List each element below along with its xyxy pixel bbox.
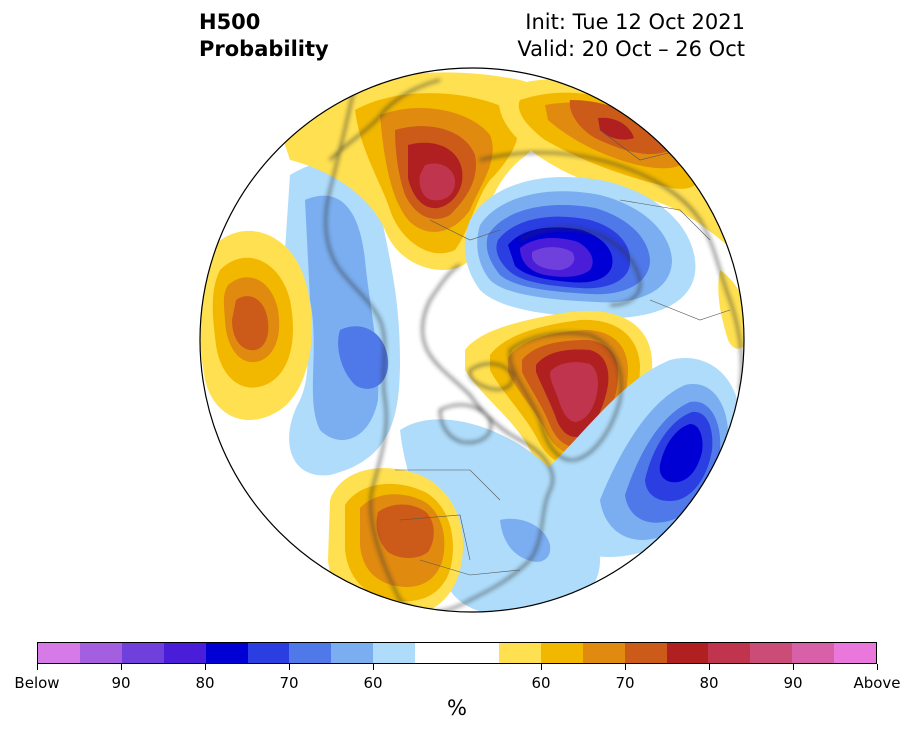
colorbar-tick — [708, 664, 710, 670]
colorbar-above-seg-0 — [498, 643, 541, 663]
colorbar-tick — [36, 664, 38, 670]
title-product: Probability — [199, 37, 329, 61]
colorbar-neutral-seg — [415, 643, 499, 663]
colorbar-tick-label: Above — [853, 674, 901, 692]
colorbar-below-seg-0 — [38, 643, 80, 663]
colorbar-above-seg-1 — [540, 643, 583, 663]
anomaly-north-pacific — [200, 230, 312, 420]
colorbar-tick — [204, 664, 206, 670]
colorbar-tick-label: Below — [14, 674, 60, 692]
colorbar-tick — [792, 664, 794, 670]
colorbar-tick — [288, 664, 290, 670]
colorbar-tick — [372, 664, 374, 670]
anomaly-central-asia — [498, 78, 744, 260]
colorbar-tick-label: 90 — [111, 674, 131, 692]
title-variable: H500 — [199, 10, 261, 34]
colorbar-tick — [540, 664, 542, 670]
colorbar-below-seg-6 — [289, 643, 332, 663]
colorbar-above-seg-5 — [708, 643, 751, 663]
colorbar-tick-label: 80 — [699, 674, 719, 692]
colorbar-tick-label: 70 — [279, 674, 299, 692]
colorbar-above-seg-8 — [834, 643, 877, 663]
colorbar-below-seg-5 — [247, 643, 290, 663]
anomaly-scandinavia — [464, 176, 696, 319]
anomaly-layer — [200, 68, 744, 612]
valid-period: Valid: 20 Oct – 26 Oct — [517, 37, 745, 61]
colorbar-below-seg-8 — [373, 643, 416, 663]
colorbar-below-seg-2 — [121, 643, 164, 663]
colorbar — [37, 642, 877, 664]
anomaly-western-us — [328, 468, 463, 612]
coastlines — [324, 68, 743, 612]
colorbar-below-seg-7 — [331, 643, 374, 663]
anomaly-gulf-of-alaska — [285, 161, 400, 476]
colorbar-above-seg-3 — [624, 643, 667, 663]
colorbar-below-seg-4 — [205, 643, 248, 663]
probability-map — [199, 67, 745, 613]
colorbar-above-seg-6 — [750, 643, 793, 663]
date-block: Init: Tue 12 Oct 2021 Valid: 20 Oct – 26… — [517, 9, 745, 63]
colorbar-tick-label: 60 — [531, 674, 551, 692]
colorbar-tick — [876, 664, 878, 670]
colorbar-tick — [120, 664, 122, 670]
globe-outline — [199, 67, 745, 613]
title-block: H500 Probability — [199, 9, 329, 63]
colorbar-above-seg-2 — [582, 643, 625, 663]
borders — [395, 129, 731, 576]
colorbar-below-seg-3 — [163, 643, 206, 663]
colorbar-tick — [624, 664, 626, 670]
colorbar-above-seg-4 — [666, 643, 709, 663]
colorbar-below-seg-1 — [79, 643, 122, 663]
colorbar-tick-label: 60 — [363, 674, 383, 692]
colorbar-tick-label: 70 — [615, 674, 635, 692]
colorbar-unit-label: % — [447, 696, 467, 720]
init-date: Init: Tue 12 Oct 2021 — [525, 10, 745, 34]
colorbar-above-seg-7 — [792, 643, 835, 663]
colorbar-tick-label: 90 — [783, 674, 803, 692]
colorbar-tick-label: 80 — [195, 674, 215, 692]
